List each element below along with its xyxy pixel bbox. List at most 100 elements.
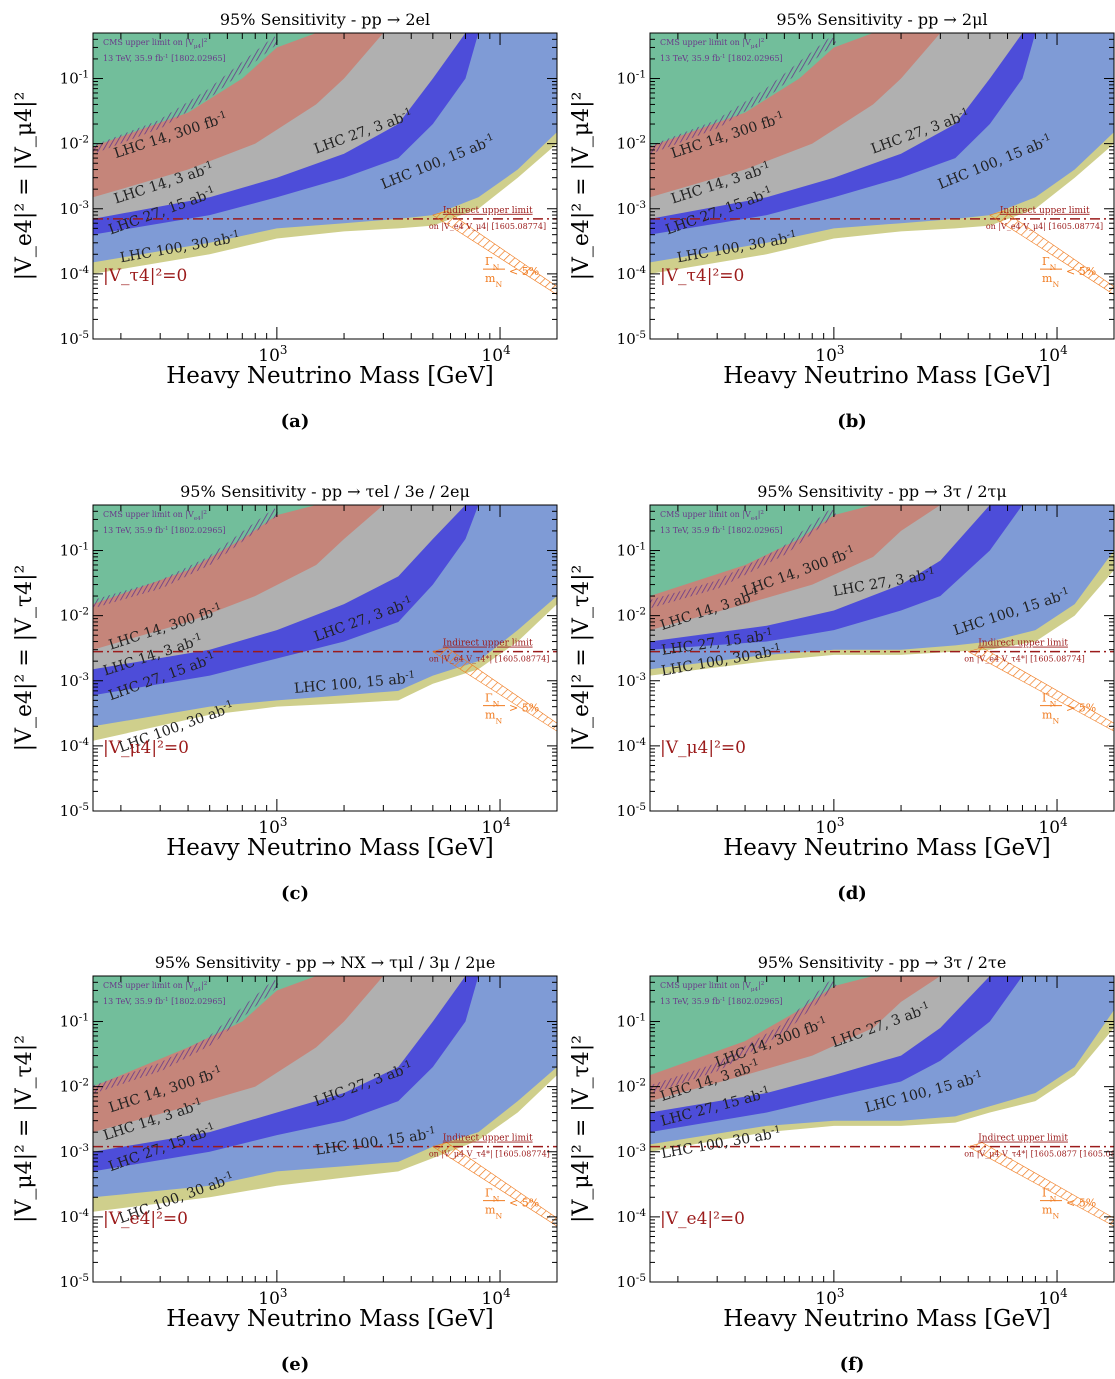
indirect-label: Indirect upper limit — [443, 1134, 533, 1144]
y-axis-label: |V_μ4|² = |V_τ4|² — [12, 1035, 37, 1223]
indirect-label: Indirect upper limit — [443, 639, 533, 649]
x-axis-label: Heavy Neutrino Mass [GeV] — [166, 835, 494, 861]
y-axis-label: |V_μ4|² = |V_τ4|² — [569, 1035, 594, 1223]
band-lhc14_300 — [650, 505, 874, 597]
cms-limit-curve — [650, 979, 837, 1094]
indirect-label-ref: on |V_e4 V_μ4| [1605.08774] — [986, 222, 1103, 231]
width-limit-strip — [432, 1142, 557, 1227]
y-tick-label: 10-2 — [60, 606, 89, 625]
indirect-label: Indirect upper limit — [1000, 206, 1090, 216]
width-label-gamma: ΓN — [1042, 255, 1057, 272]
y-axis-label: |V_e4|² = |V_μ4|² — [569, 92, 594, 281]
y-tick-label: 10-3 — [60, 671, 89, 690]
cms-label-energy: 13 TeV, 35.9 fb-1 [1802.02965] — [103, 997, 226, 1006]
plot-frame — [92, 32, 558, 340]
chart-title: 95% Sensitivity - pp → τel / 3e / 2eμ — [180, 482, 470, 501]
width-label-rel: < 5% — [1066, 265, 1096, 278]
y-tick-label: 10-4 — [60, 1207, 90, 1226]
zero-mixing-label: |V_e4|²=0 — [103, 1209, 188, 1229]
y-tick-label: 10-1 — [617, 69, 646, 88]
zero-mixing-label: |V_μ4|²=0 — [103, 738, 189, 758]
panel-caption: (b) — [837, 411, 867, 432]
band-lhc14_300 — [650, 976, 874, 1076]
cms-label: CMS upper limit on |Vμ4|2 — [103, 981, 208, 993]
y-tick-label: 10-3 — [60, 199, 89, 218]
x-axis-label: Heavy Neutrino Mass [GeV] — [723, 1306, 1051, 1332]
width-limit-strip — [967, 647, 1114, 732]
y-tick-label: 10-4 — [617, 736, 647, 755]
zero-mixing-label: |V_μ4|²=0 — [660, 738, 746, 758]
x-tick-label: 103 — [258, 343, 287, 366]
indirect-label-ref: on |V_e4 V_τ4*| [1605.08774] — [429, 655, 549, 664]
band-lhc14_300 — [650, 33, 874, 147]
chart-title: 95% Sensitivity - pp → NX → τμl / 3μ / 2… — [155, 953, 496, 972]
y-axis-label: |V_e4|² = |V_μ4|² — [12, 92, 37, 281]
cms-label-energy: 13 TeV, 35.9 fb-1 [1802.02965] — [660, 997, 783, 1006]
indirect-label-ref: on |V_e4 V_τ4*| [1605.08774] — [964, 655, 1084, 664]
width-label-m: mN — [1042, 709, 1059, 726]
width-label-m: mN — [485, 1204, 502, 1221]
y-tick-label: 10-3 — [60, 1142, 89, 1161]
x-axis-label: Heavy Neutrino Mass [GeV] — [166, 363, 494, 389]
panel-caption: (a) — [281, 411, 310, 432]
x-tick-label: 104 — [1038, 343, 1067, 366]
indirect-label: Indirect upper limit — [978, 639, 1068, 649]
width-limit-strip — [989, 210, 1114, 295]
width-label-rel: < 5% — [1066, 1197, 1096, 1210]
width-limit-strip — [432, 210, 557, 295]
y-tick-label: 10-5 — [617, 329, 646, 348]
cms-limit-curve — [650, 508, 837, 609]
panel-caption: (c) — [281, 883, 309, 904]
band-lhc14_300 — [93, 976, 317, 1087]
y-tick-label: 10-1 — [617, 1012, 646, 1031]
width-label-rel: < 5% — [509, 1197, 539, 1210]
width-label-m: mN — [1042, 1204, 1059, 1221]
y-tick-label: 10-3 — [617, 671, 646, 690]
y-tick-label: 10-1 — [617, 541, 646, 560]
y-tick-label: 10-4 — [617, 264, 647, 283]
x-tick-label: 104 — [1038, 815, 1067, 838]
width-label-m: mN — [1042, 272, 1059, 289]
zero-mixing-label: |V_e4|²=0 — [660, 1209, 745, 1229]
y-tick-label: 10-1 — [60, 1012, 89, 1031]
x-tick-label: 104 — [481, 815, 510, 838]
y-tick-label: 10-1 — [60, 69, 89, 88]
x-tick-label: 103 — [258, 815, 287, 838]
cms-label: CMS upper limit on |Vμ4|2 — [103, 38, 208, 50]
zero-mixing-label: |V_τ4|²=0 — [660, 266, 744, 286]
x-axis-label: Heavy Neutrino Mass [GeV] — [166, 1306, 494, 1332]
cms-label-energy: 13 TeV, 35.9 fb-1 [1802.02965] — [660, 54, 783, 63]
y-tick-label: 10-3 — [617, 1142, 646, 1161]
y-tick-label: 10-5 — [60, 329, 89, 348]
width-label-m: mN — [485, 272, 502, 289]
x-tick-label: 104 — [1038, 1286, 1067, 1309]
x-tick-label: 103 — [815, 1286, 844, 1309]
cms-label: CMS upper limit on |Ve4|2 — [103, 510, 207, 522]
indirect-label-ref: on |V_μ4 V_τ4*| [1605.08774] — [429, 1150, 550, 1159]
indirect-label: Indirect upper limit — [443, 206, 533, 216]
width-label-gamma: ΓN — [1042, 1187, 1057, 1204]
chart-title: 95% Sensitivity - pp → 3τ / 2τe — [758, 953, 1007, 972]
cms-limit-curve — [93, 979, 280, 1094]
y-tick-label: 10-2 — [60, 1077, 89, 1096]
cms-label: CMS upper limit on |Ve4|2 — [660, 510, 764, 522]
x-axis-label: Heavy Neutrino Mass [GeV] — [723, 835, 1051, 861]
indirect-label-ref: on |V_μ4 V_τ4*| [1605.0877 [1605.08774] — [964, 1150, 1115, 1159]
y-tick-label: 10-3 — [617, 199, 646, 218]
band-lhc14_300 — [93, 33, 317, 147]
cms-limit-curve — [93, 36, 280, 154]
y-tick-label: 10-4 — [60, 264, 90, 283]
panel-caption: (e) — [281, 1354, 310, 1375]
